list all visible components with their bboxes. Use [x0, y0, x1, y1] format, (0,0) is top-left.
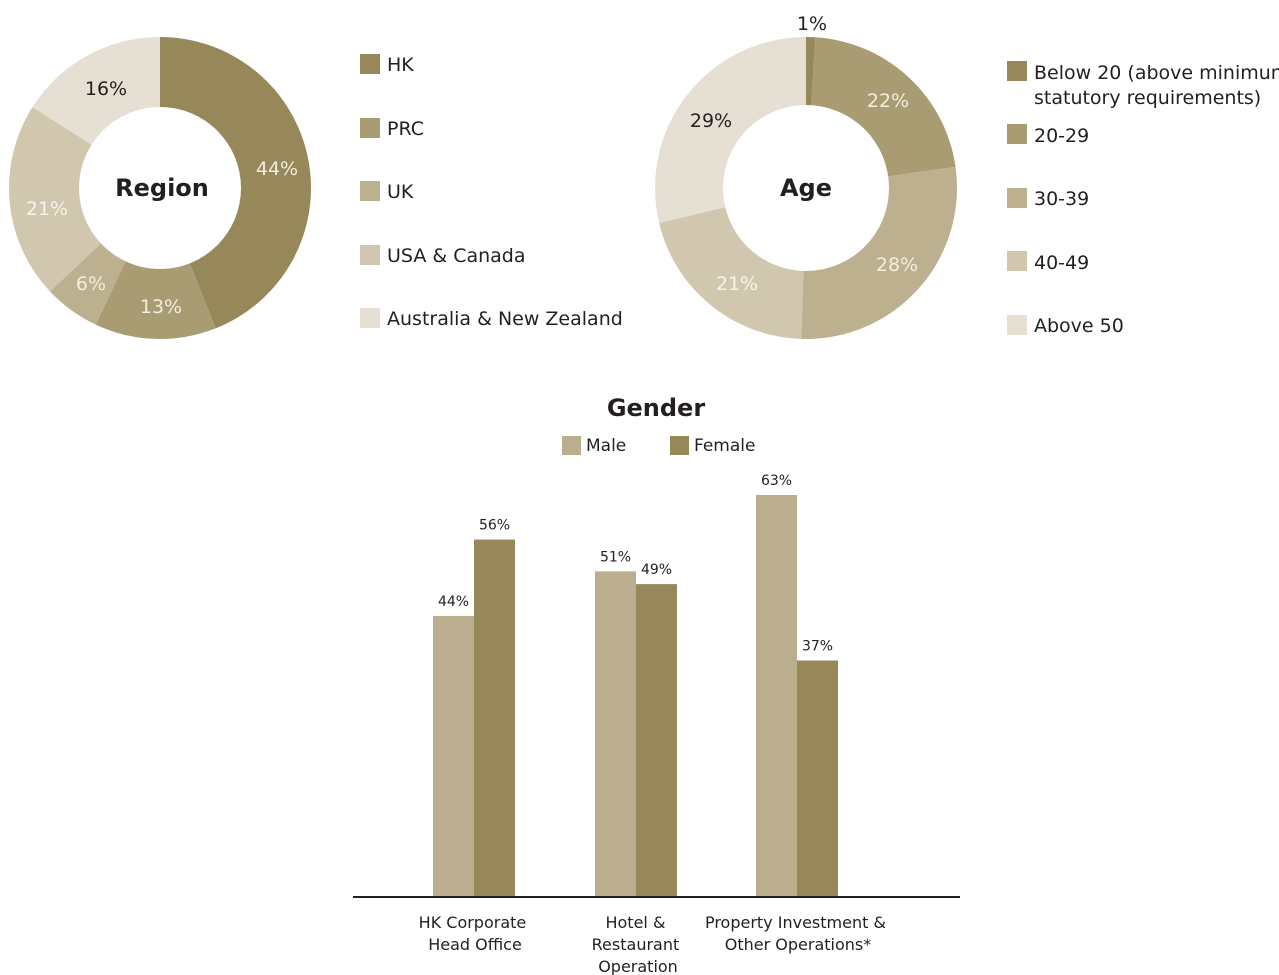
gender-legend: Male Female [562, 436, 755, 456]
age-slice-label-below-20: 1% [797, 13, 827, 35]
gender-bars: 44% 56% 51% 49% 63% 37% [433, 473, 838, 896]
age-legend-item-below-20: Below 20 (above minimum statutory requir… [1007, 61, 1279, 109]
region-legend-item-prc: PRC [360, 118, 424, 140]
age-legend-label-20-29: 20-29 [1034, 125, 1089, 147]
region-legend-item-australia-nz: Australia & New Zealand [360, 308, 623, 330]
age-chart-title: Age [780, 174, 832, 202]
gender-bar-label-male-1: 44% [438, 594, 469, 610]
gender-bar-label-male-2: 51% [600, 549, 631, 565]
age-slice-label-above-50: 29% [690, 110, 732, 132]
region-legend-label-uk: UK [387, 181, 414, 203]
gender-bar-label-female-2: 49% [641, 562, 672, 578]
age-slice-label-20-29: 22% [867, 90, 909, 112]
gender-bar-label-female-3: 37% [802, 638, 833, 654]
region-donut-hole [79, 107, 241, 269]
age-slice-label-40-49: 21% [716, 273, 758, 295]
age-legend-swatch-above-50 [1007, 315, 1027, 335]
age-legend-swatch-30-39 [1007, 188, 1027, 208]
gender-bar-female-3 [797, 660, 838, 896]
gender-category-label-hk-corporate-line2: Head Office [428, 935, 522, 954]
age-legend-item-above-50: Above 50 [1007, 315, 1124, 337]
gender-category-label-property-investment-line2: Other Operations* [725, 935, 871, 954]
region-legend-label-usa-canada: USA & Canada [387, 245, 526, 267]
region-legend-swatch-uk [360, 181, 380, 201]
region-legend-swatch-australia-nz [360, 308, 380, 328]
region-legend-swatch-hk [360, 54, 380, 74]
age-legend: Below 20 (above minimum statutory requir… [1007, 61, 1279, 337]
region-legend-item-hk: HK [360, 54, 414, 76]
age-legend-swatch-below-20 [1007, 61, 1027, 81]
age-legend-label-below-20-line2: statutory requirements) [1034, 87, 1261, 109]
gender-legend-label-female: Female [694, 436, 755, 456]
region-chart-title: Region [115, 174, 209, 202]
gender-legend-swatch-female [670, 436, 689, 455]
region-legend-swatch-usa-canada [360, 245, 380, 265]
gender-category-label-property-investment-line1: Property Investment & [705, 913, 886, 932]
gender-category-label-property-investment: Property Investment & Other Operations* [705, 913, 891, 954]
age-slice-labels: 1% 22% 28% 21% 29% [690, 13, 918, 295]
age-legend-item-20-29: 20-29 [1007, 124, 1089, 147]
gender-legend-label-male: Male [586, 436, 626, 456]
gender-category-label-hotel-restaurant: Hotel & Restaurant Operation [592, 913, 685, 975]
region-slice-label-usa-canada: 21% [26, 198, 68, 220]
region-legend-swatch-prc [360, 118, 380, 138]
age-legend-item-30-39: 30-39 [1007, 188, 1089, 210]
gender-category-label-hotel-restaurant-line2: Restaurant [592, 935, 680, 954]
region-slice-labels: 44% 13% 6% 21% 16% [26, 78, 298, 318]
age-legend-label-30-39: 30-39 [1034, 188, 1089, 210]
region-legend-item-uk: UK [360, 181, 414, 203]
age-donut-chart: Age 1% 22% 28% 21% 29% [655, 13, 957, 339]
region-slice-label-uk: 6% [76, 273, 106, 295]
region-slice-label-australia-nz: 16% [85, 78, 127, 100]
region-slice-label-hk: 44% [256, 158, 298, 180]
age-legend-label-below-20-line1: Below 20 (above minimum [1034, 62, 1279, 84]
gender-bar-label-female-1: 56% [479, 518, 510, 534]
age-legend-swatch-20-29 [1007, 124, 1027, 144]
age-donut-hole [723, 105, 889, 271]
region-legend: HK PRC UK USA & Canada Australia & New Z… [360, 54, 623, 330]
gender-bar-male-3 [756, 495, 797, 896]
age-slice-label-30-39: 28% [876, 254, 918, 276]
gender-category-labels: HK Corporate Head Office Hotel & Restaur… [419, 913, 891, 975]
gender-bar-male-1 [433, 615, 474, 896]
gender-category-label-hotel-restaurant-line1: Hotel & [605, 913, 665, 932]
gender-bar-female-2 [636, 584, 677, 896]
region-legend-label-hk: HK [387, 54, 414, 76]
gender-category-label-hotel-restaurant-line3: Operation [598, 957, 678, 975]
age-legend-swatch-40-49 [1007, 251, 1027, 271]
gender-bar-label-male-3: 63% [761, 473, 792, 489]
gender-bar-male-2 [595, 571, 636, 896]
gender-bar-female-1 [474, 539, 515, 896]
region-slice-label-prc: 13% [140, 296, 182, 318]
region-legend-label-prc: PRC [387, 118, 424, 140]
region-donut-chart: Region 44% 13% 6% 21% 16% [8, 37, 311, 339]
gender-bar-chart: Gender Male Female 44% 56% 51% 49% 63% 37% HK… [353, 394, 960, 975]
age-legend-label-40-49: 40-49 [1034, 252, 1089, 274]
gender-chart-title: Gender [607, 394, 706, 422]
gender-category-label-hk-corporate-line1: HK Corporate [419, 913, 527, 932]
age-legend-item-40-49: 40-49 [1007, 251, 1089, 274]
region-legend-label-australia-nz: Australia & New Zealand [387, 308, 623, 330]
region-legend-item-usa-canada: USA & Canada [360, 245, 526, 267]
age-legend-label-above-50: Above 50 [1034, 315, 1124, 337]
gender-legend-swatch-male [562, 436, 581, 455]
gender-category-label-hk-corporate: HK Corporate Head Office [419, 913, 532, 954]
